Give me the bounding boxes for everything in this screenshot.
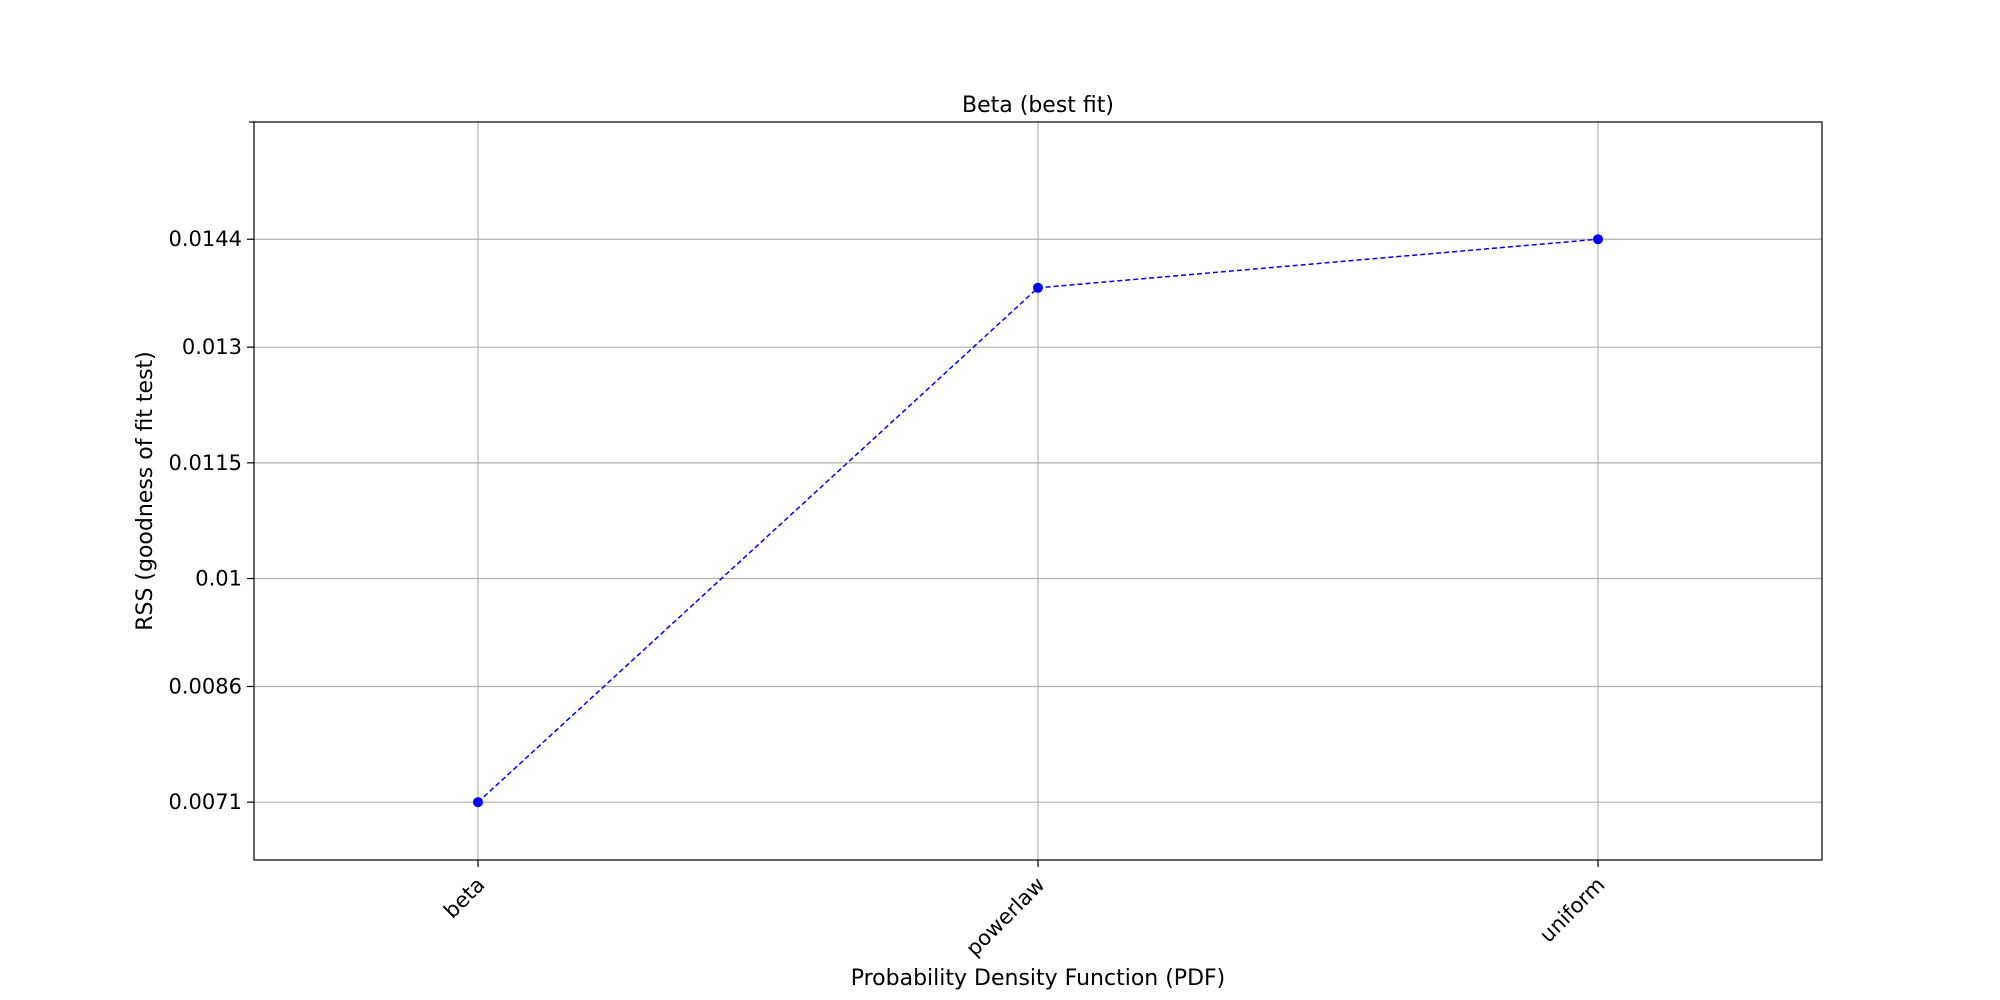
y-tick-label: 0.0071 xyxy=(169,790,242,814)
tick-layer: 0.0071 0.0086 0.01 0.0115 0.013 0.0144 beta pow… xyxy=(169,121,1610,961)
y-tick-label: 0.0144 xyxy=(169,227,242,251)
y-tick-label: 0.0115 xyxy=(169,451,242,475)
x-tick-label-beta: beta xyxy=(439,873,489,923)
y-tick-label: 0.013 xyxy=(182,335,242,359)
x-tick-label-powerlaw: powerlaw xyxy=(961,873,1049,961)
y-axis-title: RSS (goodness of fit test) xyxy=(133,351,158,631)
grid-layer xyxy=(254,122,1822,860)
data-point-beta xyxy=(473,797,483,808)
data-point-uniform xyxy=(1593,234,1603,245)
y-tick-label: 0.0086 xyxy=(169,674,242,698)
series-layer xyxy=(473,234,1603,808)
x-axis-title: Probability Density Function (PDF) xyxy=(851,966,1226,991)
y-tick-label: 0.01 xyxy=(195,567,242,591)
data-point-powerlaw xyxy=(1033,282,1043,293)
x-tick-label-uniform: uniform xyxy=(1535,873,1610,948)
chart-title: Beta (best fit) xyxy=(962,93,1114,118)
